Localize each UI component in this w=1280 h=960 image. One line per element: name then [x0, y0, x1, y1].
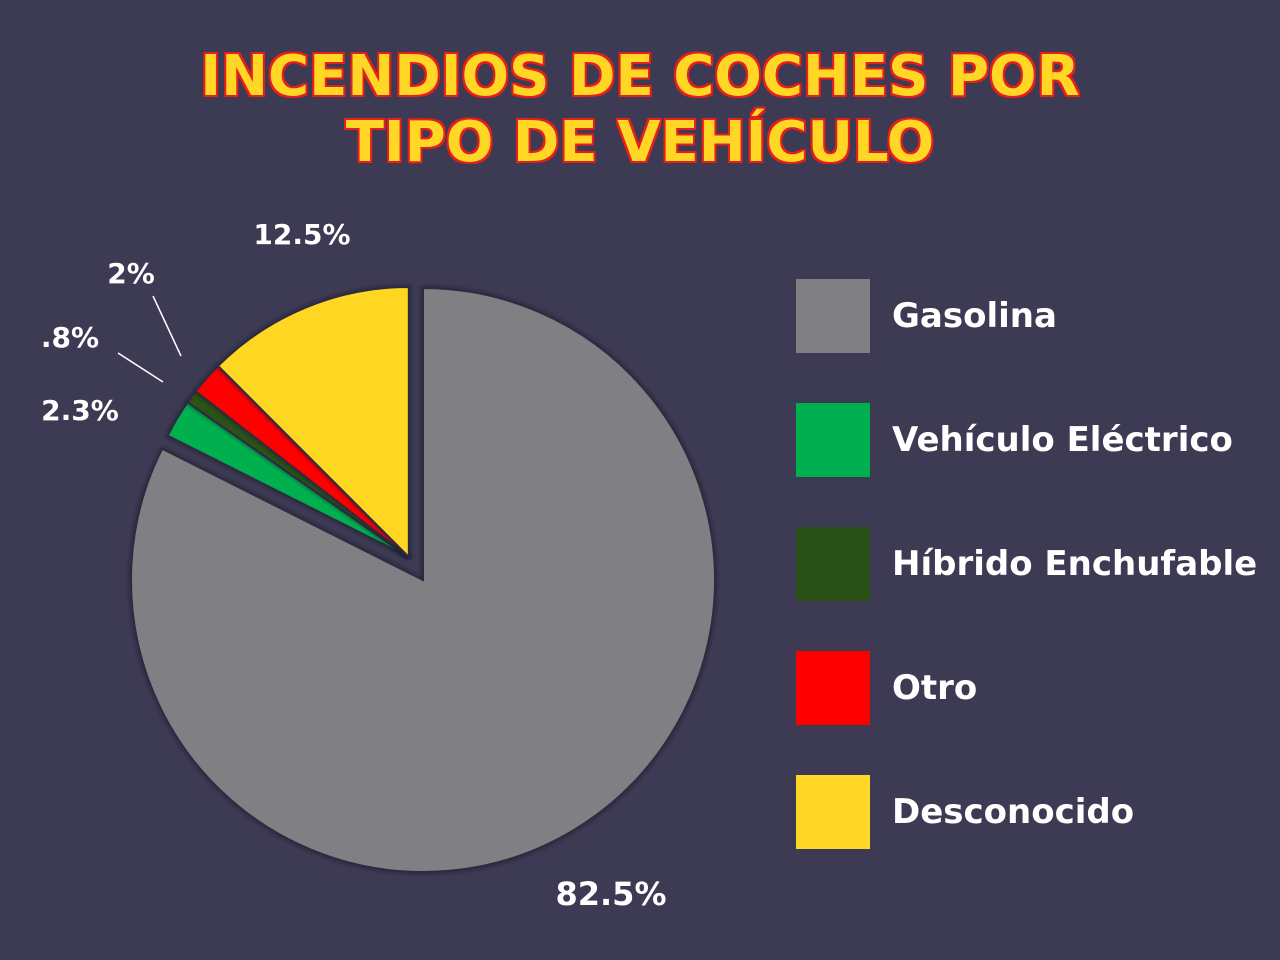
data-label-otro: 2% — [107, 257, 155, 290]
leader-line-otro — [152, 295, 182, 357]
legend-item-vehiculo-electrico: Vehículo Eléctrico — [796, 403, 1233, 477]
legend-swatch-desconocido — [796, 775, 870, 849]
legend-swatch-hibrido-enchufable — [796, 527, 870, 601]
legend-label-desconocido: Desconocido — [892, 792, 1135, 832]
pie-slice-desconocido — [216, 286, 410, 560]
legend-label-otro: Otro — [892, 668, 978, 708]
legend-item-hibrido-enchufable: Híbrido Enchufable — [796, 527, 1257, 601]
legend-item-otro: Otro — [796, 651, 977, 725]
chart-title-line-2: TIPO DE VEHÍCULO — [345, 110, 935, 175]
legend-label-vehiculo-electrico: Vehículo Eléctrico — [892, 420, 1233, 460]
data-label-desconocido: 12.5% — [253, 218, 350, 251]
pie-slice-gasolina — [130, 286, 716, 873]
leader-line-hibrido-enchufable — [117, 352, 164, 383]
data-label-gasolina: 82.5% — [555, 875, 666, 913]
legend-swatch-vehiculo-electrico — [796, 403, 870, 477]
legend-label-gasolina: Gasolina — [892, 296, 1057, 336]
data-label-vehiculo-electrico: 2.3% — [41, 394, 119, 427]
legend-label-hibrido-enchufable: Híbrido Enchufable — [892, 544, 1258, 584]
chart-title-line-1: INCENDIOS DE COCHES POR — [200, 44, 1080, 109]
data-label-hibrido-enchufable: .8% — [41, 321, 99, 354]
legend-swatch-gasolina — [796, 279, 870, 353]
legend-item-gasolina: Gasolina — [796, 279, 1057, 353]
legend-swatch-otro — [796, 651, 870, 725]
legend-item-desconocido: Desconocido — [796, 775, 1134, 849]
